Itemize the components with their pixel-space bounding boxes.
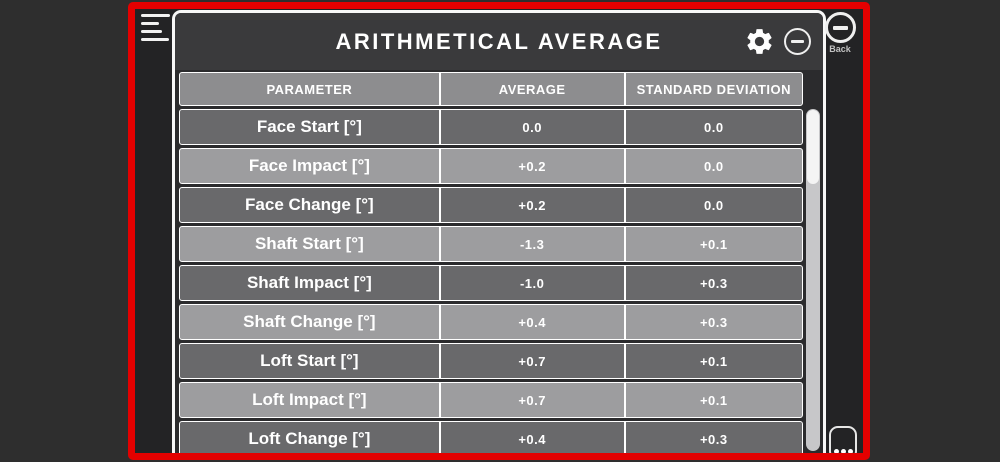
std-dev-cell: +0.3 — [625, 266, 802, 300]
std-dev-cell: +0.1 — [625, 344, 802, 378]
menu-bar — [141, 38, 169, 41]
table-row[interactable]: Shaft Change [°] +0.4 +0.3 — [179, 304, 803, 340]
menu-icon[interactable] — [141, 14, 173, 48]
table-row[interactable]: Face Start [°] 0.0 0.0 — [179, 109, 803, 145]
capture-frame: ARITHMETICAL AVERAGE PARAMETER AVERAGE S… — [128, 2, 870, 460]
std-dev-cell: +0.1 — [625, 227, 802, 261]
average-cell: 0.0 — [440, 110, 624, 144]
std-dev-cell: 0.0 — [625, 188, 802, 222]
minimize-icon — [784, 28, 811, 55]
average-cell: +0.4 — [440, 422, 624, 453]
std-dev-cell: 0.0 — [625, 110, 802, 144]
average-cell: +0.4 — [440, 305, 624, 339]
column-header-average: AVERAGE — [440, 73, 624, 105]
table-row[interactable]: Shaft Start [°] -1.3 +0.1 — [179, 226, 803, 262]
std-dev-cell: +0.1 — [625, 383, 802, 417]
average-panel: ARITHMETICAL AVERAGE PARAMETER AVERAGE S… — [172, 10, 826, 453]
menu-bar — [141, 22, 159, 25]
parameter-cell: Loft Impact [°] — [180, 383, 439, 417]
data-table: PARAMETER AVERAGE STANDARD DEVIATION Fac… — [179, 72, 803, 453]
parameter-cell: Shaft Impact [°] — [180, 266, 439, 300]
table-header-row: PARAMETER AVERAGE STANDARD DEVIATION — [179, 72, 803, 106]
std-dev-cell: +0.3 — [625, 422, 802, 453]
panel-title-bar: ARITHMETICAL AVERAGE — [175, 13, 823, 70]
table-row[interactable]: Loft Impact [°] +0.7 +0.1 — [179, 382, 803, 418]
average-cell: +0.7 — [440, 383, 624, 417]
parameter-cell: Loft Change [°] — [180, 422, 439, 453]
table-area: PARAMETER AVERAGE STANDARD DEVIATION Fac… — [175, 70, 823, 453]
table-scrollbar[interactable] — [806, 109, 820, 451]
std-dev-cell: 0.0 — [625, 149, 802, 183]
column-header-parameter: PARAMETER — [180, 73, 439, 105]
parameter-cell: Face Impact [°] — [180, 149, 439, 183]
average-cell: -1.0 — [440, 266, 624, 300]
average-cell: +0.7 — [440, 344, 624, 378]
parameter-cell: Shaft Start [°] — [180, 227, 439, 261]
table-row[interactable]: Shaft Impact [°] -1.0 +0.3 — [179, 265, 803, 301]
ellipsis-icon — [833, 449, 853, 453]
table-row[interactable]: Face Change [°] +0.2 0.0 — [179, 187, 803, 223]
back-icon — [824, 12, 856, 43]
settings-button[interactable] — [744, 26, 775, 57]
average-cell: +0.2 — [440, 188, 624, 222]
page-title: ARITHMETICAL AVERAGE — [335, 28, 663, 54]
menu-bar — [141, 14, 170, 17]
column-header-standard-deviation: STANDARD DEVIATION — [625, 73, 802, 105]
parameter-cell: Shaft Change [°] — [180, 305, 439, 339]
table-row[interactable]: Loft Start [°] +0.7 +0.1 — [179, 343, 803, 379]
table-row[interactable]: Face Impact [°] +0.2 0.0 — [179, 148, 803, 184]
std-dev-cell: +0.3 — [625, 305, 802, 339]
scrollbar-thumb[interactable] — [807, 110, 819, 184]
table-row[interactable]: Loft Change [°] +0.4 +0.3 — [179, 421, 803, 453]
menu-bar — [141, 30, 162, 33]
back-button-label: Back — [829, 44, 851, 54]
parameter-cell: Face Start [°] — [180, 110, 439, 144]
more-options-button[interactable] — [829, 426, 857, 453]
parameter-cell: Face Change [°] — [180, 188, 439, 222]
back-button[interactable]: Back — [822, 12, 858, 54]
parameter-cell: Loft Start [°] — [180, 344, 439, 378]
table-body: Face Start [°] 0.0 0.0 Face Impact [°] +… — [179, 109, 803, 453]
gear-icon — [744, 26, 775, 57]
average-cell: -1.3 — [440, 227, 624, 261]
minimize-button[interactable] — [784, 28, 811, 55]
average-cell: +0.2 — [440, 149, 624, 183]
